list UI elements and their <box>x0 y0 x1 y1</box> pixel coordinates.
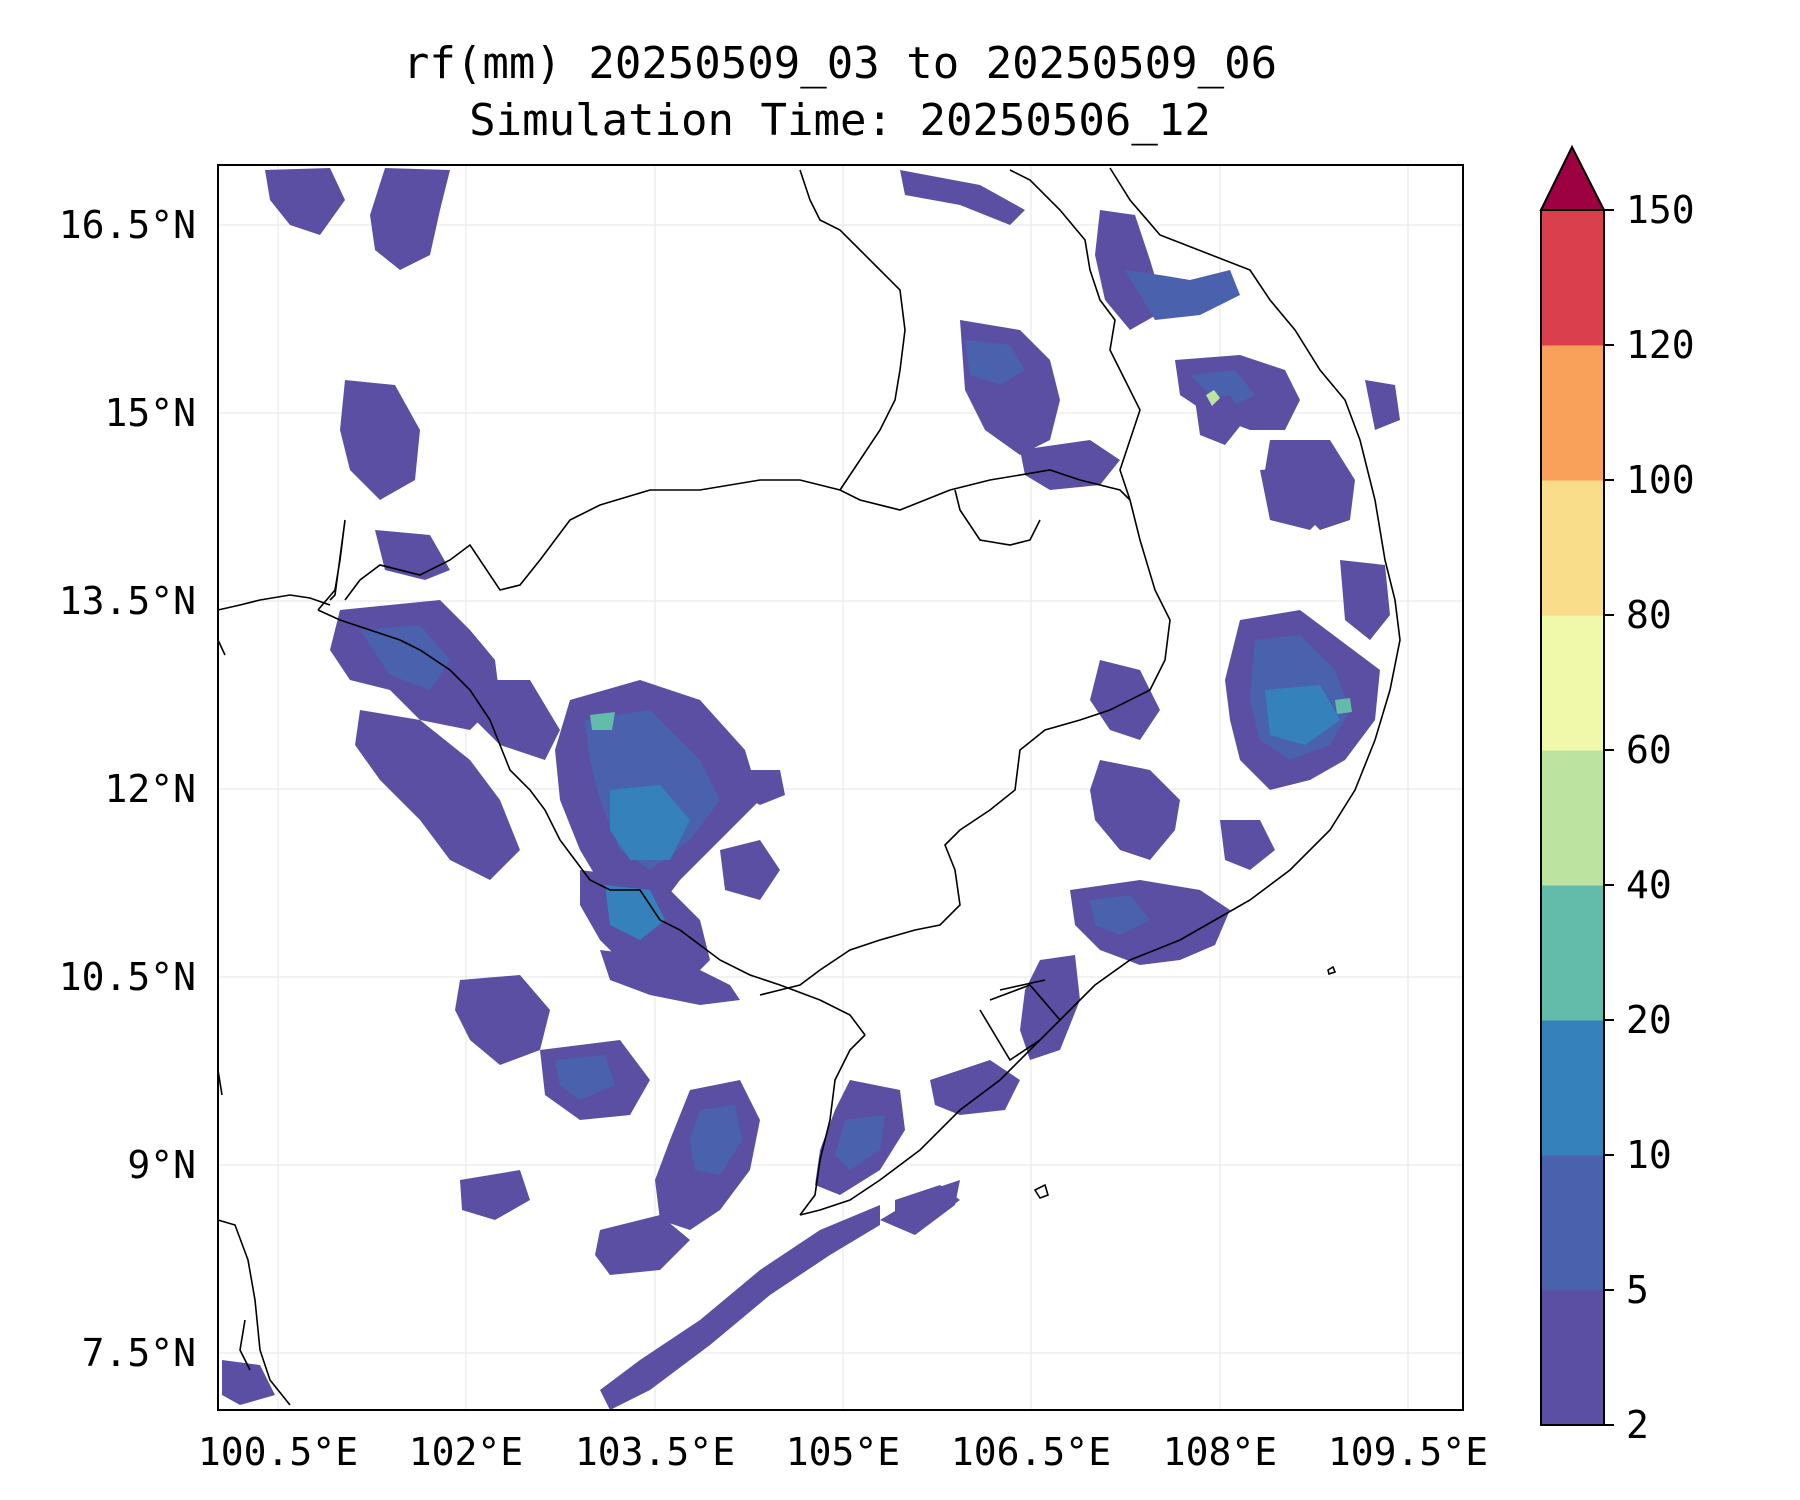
rain-patch-camau-core <box>835 1115 885 1170</box>
colorbar-bands <box>1541 210 1604 1426</box>
rain-patch-sea-band3 <box>880 1180 960 1235</box>
lon-tick-label: 102°E <box>409 1430 523 1474</box>
rain-patch-east-cam <box>720 840 780 900</box>
rain-patch-thai-e1-core <box>360 625 450 690</box>
rain-patch-kampot <box>600 950 740 1005</box>
colorbar-tick-label: 20 <box>1626 998 1672 1042</box>
lat-tick-label: 9°N <box>127 1143 196 1187</box>
rain-patch-cam-s-core <box>605 885 665 940</box>
rain-patch-laos-core <box>965 340 1025 385</box>
rain-patch-laos-s <box>1020 440 1120 490</box>
rain-patch-vn-sc-core <box>1265 685 1340 745</box>
lon-tick-label: 109.5°E <box>1328 1430 1488 1474</box>
lat-tick-label: 15°N <box>104 391 196 435</box>
lat-tick-label: 16.5°N <box>59 203 196 247</box>
colorbar-band <box>1541 1155 1604 1291</box>
colorbar-band <box>1541 480 1604 616</box>
rain-patch-vn-c2 <box>1190 370 1255 410</box>
colorbar-band <box>1541 1020 1604 1156</box>
rain-patch-corner <box>222 1360 275 1405</box>
coastline-vietnam-east <box>799 167 1401 1216</box>
colorbar-tick-label: 5 <box>1626 1268 1649 1312</box>
colorbar-tick-label: 120 <box>1626 323 1695 367</box>
rain-patch-gulf-s2-core <box>555 1055 615 1100</box>
colorbar-band <box>1541 210 1604 346</box>
rain-patch-ne1 <box>900 170 1025 225</box>
rain-patch-lower-sw2 <box>595 1215 690 1275</box>
rain-patch-central-hl2 <box>1090 660 1160 740</box>
colorbar-tick-label: 150 <box>1626 188 1695 232</box>
longitude-ticks: 100.5°E 102°E 103.5°E 105°E 106.5°E 108°E 109.… <box>198 1430 1488 1474</box>
border-thai-west <box>217 594 331 611</box>
coastlines-and-borders <box>217 167 1401 1406</box>
colorbar-tick-label: 2 <box>1626 1403 1649 1447</box>
latitude-ticks: 16.5°N 15°N 13.5°N 12°N 10.5°N 9°N 7.5°N <box>59 203 196 1375</box>
border-cambodia-north <box>317 469 1131 611</box>
rain-patch-lower-sw <box>460 1170 530 1220</box>
rainfall-field <box>222 168 1400 1410</box>
rain-patch-vn-se2 <box>1220 820 1275 870</box>
rain-patch-peak-vn <box>1206 390 1220 406</box>
border-laos-thai <box>799 169 906 491</box>
map-panel <box>217 164 1464 1411</box>
colorbar-band <box>1541 1290 1604 1426</box>
lat-tick-label: 10.5°N <box>59 955 196 999</box>
rain-patch-south-hl-core <box>1090 895 1150 935</box>
island-con-dao <box>1327 965 1337 976</box>
colorbar-band <box>1541 885 1604 1021</box>
border-cambodia-east <box>759 499 1171 996</box>
rain-patch-n <box>370 168 450 270</box>
rain-patch-ne3 <box>1125 270 1240 320</box>
colorbar-ticks: 2 5 10 20 40 60 80 100 120 150 <box>1604 188 1695 1447</box>
rain-patch-thai-c <box>375 530 450 580</box>
colorbar-tick-label: 100 <box>1626 458 1695 502</box>
colorbar-band <box>1541 750 1604 886</box>
map-frame <box>217 164 1464 1411</box>
rain-patch-thai-n <box>340 380 420 500</box>
colorbar-frame <box>1540 209 1605 1426</box>
colorbar: 2 5 10 20 40 60 80 100 120 150 <box>1539 144 1695 1447</box>
lon-tick-label: 103.5°E <box>575 1430 735 1474</box>
lat-tick-label: 12°N <box>104 767 196 811</box>
rain-patch-mekong-delta <box>930 1060 1020 1115</box>
rain-patch-vn-ce <box>1195 395 1245 445</box>
rain-patch-nw <box>265 168 345 235</box>
lon-tick-label: 108°E <box>1163 1430 1277 1474</box>
rain-patch-gulf-s1 <box>455 975 550 1065</box>
rain-patch-vn-sc-peak <box>1335 698 1352 714</box>
rain-patch-vn-mid-e <box>1260 465 1340 530</box>
border-laos-south <box>1009 169 1141 501</box>
rain-patch-gulf <box>355 710 520 880</box>
rain-patch-central-hl <box>1090 760 1180 860</box>
rain-patch-vn-se <box>1340 560 1390 640</box>
colorbar-band <box>1541 345 1604 481</box>
rain-patch-sea-band1 <box>600 1205 880 1410</box>
rain-patch-cam-e2 <box>740 770 785 805</box>
lon-tick-label: 105°E <box>786 1430 900 1474</box>
colorbar-tick-label: 10 <box>1626 1133 1672 1177</box>
colorbar-tick-label: 40 <box>1626 863 1672 907</box>
rain-patch-gulf2 <box>460 680 560 760</box>
rain-patch-coast-vn-e <box>1365 380 1400 430</box>
title-line-2: Simulation Time: 20250506_12 <box>469 95 1211 146</box>
coastline-malay-peninsula <box>217 1219 291 1406</box>
rain-patch-cam-w-core <box>610 785 690 860</box>
border-laos-cam <box>954 489 1041 546</box>
lon-tick-label: 100.5°E <box>198 1430 358 1474</box>
rain-patch-cam-w-peak <box>590 712 615 730</box>
coastline-gulf-thailand-east <box>317 609 866 1036</box>
mekong-distributaries <box>979 979 1061 1062</box>
colorbar-extend-arrow <box>1539 144 1606 211</box>
islands-south <box>1033 1183 1049 1199</box>
lon-tick-label: 106.5°E <box>951 1430 1111 1474</box>
colorbar-band <box>1541 615 1604 751</box>
coastline-mekong-tip <box>799 1034 866 1216</box>
lat-tick-label: 7.5°N <box>82 1331 196 1375</box>
colorbar-tick-label: 80 <box>1626 593 1672 637</box>
rain-patch-phuquoc-core <box>690 1105 742 1175</box>
colorbar-tick-label: 60 <box>1626 728 1672 772</box>
title-line-1: rf(mm) 20250509_03 to 20250509_06 <box>403 38 1277 89</box>
lat-tick-label: 13.5°N <box>59 579 196 623</box>
